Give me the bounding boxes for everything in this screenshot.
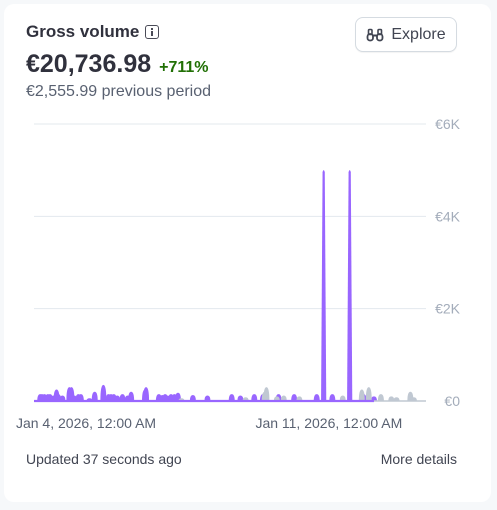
- previous-period-amount: €2,555.99 previous period: [26, 83, 212, 100]
- data-point: [358, 389, 365, 401]
- data-point: [128, 391, 135, 401]
- gross-volume-amount: €20,736.98: [26, 50, 152, 78]
- y-tick-label: €0: [444, 393, 460, 409]
- current-period-series: [37, 170, 377, 401]
- gross-volume-card: [4, 4, 491, 502]
- card-title: Gross volume: [26, 22, 140, 41]
- x-tick-label: Jan 4, 2026, 12:00 AM: [16, 415, 156, 431]
- data-point: [228, 394, 235, 401]
- data-point: [59, 395, 66, 401]
- data-point: [370, 396, 377, 401]
- data-point: [329, 394, 336, 401]
- data-point: [77, 394, 84, 401]
- data-point: [251, 394, 258, 401]
- data-point: [393, 397, 400, 401]
- data-point: [377, 394, 384, 401]
- x-tick-label: Jan 11, 2026, 12:00 AM: [255, 415, 402, 431]
- y-tick-label: €2K: [435, 301, 461, 317]
- data-point: [365, 387, 372, 401]
- data-point: [313, 394, 320, 401]
- data-point: [114, 395, 121, 401]
- data-point: [291, 394, 298, 401]
- data-point: [273, 396, 280, 401]
- updated-timestamp: Updated 37 seconds ago: [26, 451, 182, 467]
- binoculars-icon: [366, 28, 384, 41]
- data-point: [388, 396, 395, 401]
- y-tick-label: €4K: [435, 208, 461, 224]
- explore-button[interactable]: Explore: [355, 17, 457, 52]
- amount-row: €20,736.98 +711%: [26, 50, 209, 79]
- data-point: [296, 396, 303, 401]
- data-point: [143, 387, 150, 401]
- more-details-link[interactable]: More details: [380, 451, 457, 467]
- previous-period-series: [178, 387, 417, 401]
- data-point: [100, 384, 107, 401]
- data-point: [119, 394, 126, 401]
- explore-label: Explore: [391, 25, 446, 43]
- data-point: [280, 395, 287, 401]
- data-point: [237, 395, 244, 401]
- change-badge: +711%: [159, 59, 209, 76]
- info-icon[interactable]: [145, 25, 160, 39]
- title-row: Gross volume: [26, 22, 160, 42]
- data-point: [204, 395, 211, 401]
- data-point: [321, 170, 327, 401]
- y-tick-label: €6K: [435, 116, 461, 132]
- data-point: [91, 391, 98, 401]
- data-point: [189, 394, 196, 401]
- data-point: [339, 395, 346, 401]
- data-point: [263, 387, 270, 401]
- data-point: [347, 170, 353, 401]
- data-point: [410, 397, 417, 401]
